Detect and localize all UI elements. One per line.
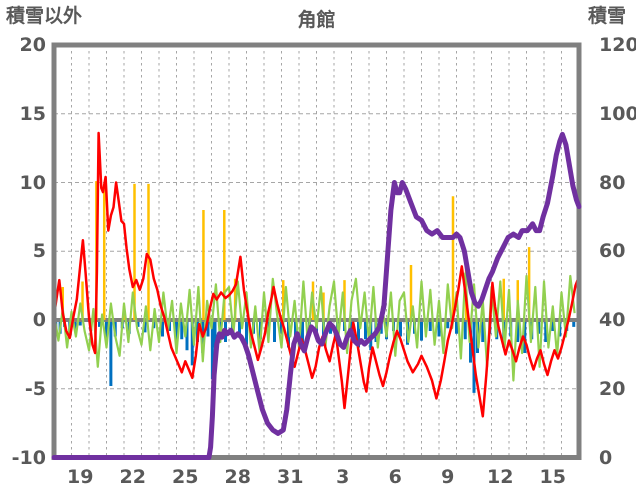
x-tick-label: 15 <box>539 466 566 488</box>
x-tick-label: 3 <box>336 466 350 488</box>
left-tick-label: 10 <box>19 171 46 194</box>
left-tick-label: 5 <box>32 240 46 263</box>
right-tick-label: 120 <box>599 34 636 56</box>
right-tick-label: 80 <box>599 171 626 194</box>
left-axis-title: 積雪以外 <box>6 5 83 27</box>
right-axis-title: 積雪 <box>588 5 627 27</box>
x-tick-label: 19 <box>67 466 94 488</box>
left-tick-label: 0 <box>32 309 46 331</box>
x-tick-label: 22 <box>119 466 146 488</box>
x-tick-label: 6 <box>388 466 402 488</box>
left-tick-label: 15 <box>19 102 46 125</box>
right-tick-label: 60 <box>599 240 626 263</box>
right-tick-label: 100 <box>599 102 636 125</box>
right-tick-label: 0 <box>599 446 613 469</box>
right-tick-label: 40 <box>599 309 626 331</box>
left-tick-label: -10 <box>11 446 46 469</box>
left-tick-label: 20 <box>19 34 46 56</box>
right-tick-label: 20 <box>599 377 626 400</box>
x-tick-label: 31 <box>277 466 304 488</box>
red-line <box>52 131 581 418</box>
x-tick-label: 9 <box>441 466 455 488</box>
left-tick-label: -5 <box>24 377 46 400</box>
x-tick-label: 12 <box>487 466 514 488</box>
snow-depth-line <box>51 131 582 460</box>
x-tick-label: 28 <box>224 466 251 488</box>
x-tick-label: 25 <box>172 466 199 488</box>
plot-border <box>51 42 582 460</box>
chart-title: 角館 <box>297 9 336 31</box>
